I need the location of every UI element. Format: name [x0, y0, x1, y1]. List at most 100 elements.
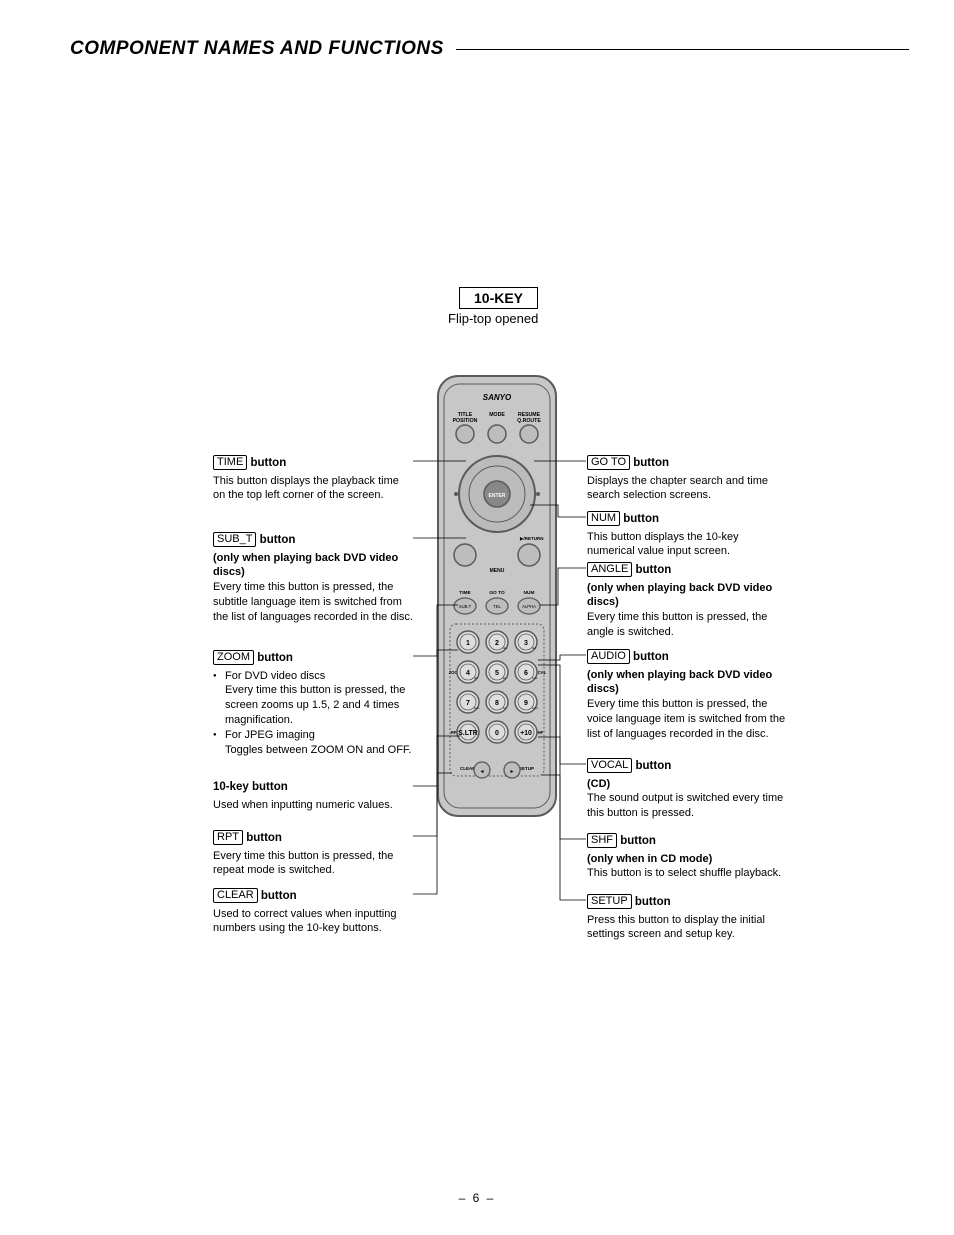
callout-label: SETUP button: [587, 894, 787, 911]
callout-entry: SETUP button Press this button to display…: [587, 894, 787, 942]
svg-text:2: 2: [495, 640, 499, 647]
svg-text:0: 0: [495, 730, 499, 737]
svg-text:SUB.T: SUB.T: [459, 604, 472, 609]
callout-subheading: (only when in CD mode): [587, 852, 787, 867]
callout-description: The sound output is switched every time …: [587, 791, 787, 821]
label-suffix: button: [632, 564, 671, 576]
callout-entry: SHF button(only when in CD mode)This but…: [587, 833, 787, 881]
label-suffix: button: [258, 890, 297, 902]
callout-entry: NUM button This button displays the 10-ke…: [587, 511, 787, 559]
callout-subheading: (only when playing back DVD video discs): [213, 551, 413, 581]
page-number: – 6 –: [0, 1191, 954, 1205]
svg-text:GO TO: GO TO: [489, 590, 505, 596]
callout-bullet: For DVD video discsEvery time this butto…: [225, 669, 413, 728]
button-name-box: ZOOM: [213, 650, 254, 665]
button-name-box: VOCAL: [587, 758, 632, 773]
svg-text:▸: ▸: [510, 769, 513, 775]
svg-text:▶/RETURN: ▶/RETURN: [519, 536, 543, 541]
svg-text:TEL: TEL: [493, 604, 501, 609]
callout-description: Displays the chapter search and time sea…: [587, 474, 787, 504]
callout-description: This button displays the playback time o…: [213, 474, 413, 504]
callout-description: This button displays the 10-key numerica…: [587, 530, 787, 560]
svg-text:6: 6: [524, 670, 528, 677]
callout-label: RPT button: [213, 830, 413, 847]
button-name-box: ANGLE: [587, 562, 632, 577]
button-name-box: GO TO: [587, 455, 630, 470]
svg-text:4: 4: [466, 670, 470, 677]
callout-label: CLEAR button: [213, 888, 413, 905]
remote-illustration: SANYOTITLEPOSITIONMODERESUMEQ.ROUTEENTER…: [432, 372, 562, 827]
svg-text:+10: +10: [520, 730, 532, 737]
callout-entry: RPT button Every time this button is pre…: [213, 830, 413, 878]
svg-text:TIME: TIME: [459, 590, 471, 596]
svg-text:abc: abc: [503, 646, 508, 650]
svg-text:ENTER: ENTER: [489, 493, 506, 499]
callout-description: Used to correct values when inputting nu…: [213, 907, 413, 937]
remote-svg: SANYOTITLEPOSITIONMODERESUMEQ.ROUTEENTER…: [432, 372, 562, 822]
page: COMPONENT NAMES AND FUNCTIONS 10-KEY Fli…: [0, 0, 954, 1235]
button-name-box: TIME: [213, 455, 247, 470]
callout-subheading: (CD): [587, 777, 787, 792]
section-subcaption: Flip-top opened: [448, 311, 538, 326]
callout-label: TIME button: [213, 455, 413, 472]
svg-text:pqrs: pqrs: [474, 706, 480, 710]
callout-description: Every time this button is pressed, the r…: [213, 849, 413, 879]
svg-text:MODE: MODE: [489, 412, 505, 418]
label-suffix: button: [632, 760, 671, 772]
svg-text:1: 1: [466, 640, 470, 647]
callout-entry: VOCAL button (CD)The sound output is swit…: [587, 758, 787, 821]
callout-subheading: (only when playing back DVD video discs): [587, 581, 787, 611]
label-suffix: button: [630, 457, 669, 469]
button-name-box: AUDIO: [587, 649, 630, 664]
right-column: GO TO button Displays the chapter search …: [587, 0, 787, 1000]
callout-label: GO TO button: [587, 455, 787, 472]
callout-description: Press this button to display the initial…: [587, 913, 787, 943]
callout-entry: SUB_T button (only when playing back DVD…: [213, 532, 413, 625]
svg-text:mno: mno: [532, 676, 538, 680]
svg-text:POSITION: POSITION: [453, 418, 478, 424]
callout-label-text: 10-key button: [213, 781, 288, 793]
callout-bullet-list: For DVD video discsEvery time this butto…: [213, 669, 413, 758]
callout-description: Every time this button is pressed, the v…: [587, 697, 787, 742]
section-badge: 10-KEY: [459, 287, 538, 309]
callout-entry: CLEAR button Used to correct values when…: [213, 888, 413, 936]
svg-text:3: 3: [524, 640, 528, 647]
button-name-box: NUM: [587, 511, 620, 526]
svg-text:SETUP: SETUP: [519, 766, 534, 771]
svg-text:◂: ◂: [480, 769, 483, 775]
svg-text:def: def: [532, 646, 536, 650]
callout-label: ZOOM button: [213, 650, 413, 667]
label-suffix: button: [256, 534, 295, 546]
callout-label: AUDIO button: [587, 649, 787, 666]
button-name-box: CLEAR: [213, 888, 258, 903]
callout-subheading: (only when playing back DVD video discs): [587, 668, 787, 698]
callout-description: Every time this button is pressed, the s…: [213, 580, 413, 625]
callout-entry: ZOOM button For DVD video discsEvery tim…: [213, 650, 413, 758]
callout-bullet: For JPEG imagingToggles between ZOOM ON …: [225, 728, 413, 758]
callout-entry: ANGLE button (only when playing back DVD …: [587, 562, 787, 640]
svg-text:Q.ROUTE: Q.ROUTE: [517, 418, 541, 424]
callout-description: This button is to select shuffle playbac…: [587, 866, 787, 881]
svg-text:7: 7: [466, 700, 470, 707]
svg-text:MENU: MENU: [490, 568, 505, 574]
svg-text:tuv: tuv: [503, 706, 507, 710]
callout-description: Used when inputting numeric values.: [213, 798, 413, 813]
label-suffix: button: [247, 457, 286, 469]
callout-label: NUM button: [587, 511, 787, 528]
label-suffix: button: [630, 651, 669, 663]
callout-entry: TIME button This button displays the pla…: [213, 455, 413, 503]
svg-text:8: 8: [495, 700, 499, 707]
button-name-box: RPT: [213, 830, 243, 845]
callout-label: VOCAL button: [587, 758, 787, 775]
label-suffix: button: [632, 896, 671, 908]
callout-entry: AUDIO button (only when playing back DVD …: [587, 649, 787, 742]
button-name-box: SETUP: [587, 894, 632, 909]
button-name-box: SHF: [587, 833, 617, 848]
svg-text:jkl: jkl: [502, 676, 506, 680]
svg-text:5: 5: [495, 670, 499, 677]
svg-text:S.LTR: S.LTR: [458, 730, 478, 737]
label-suffix: button: [254, 652, 293, 664]
svg-text:ALPHA: ALPHA: [522, 604, 536, 609]
left-column: TIME button This button displays the pla…: [213, 0, 413, 1000]
callout-label: SUB_T button: [213, 532, 413, 549]
